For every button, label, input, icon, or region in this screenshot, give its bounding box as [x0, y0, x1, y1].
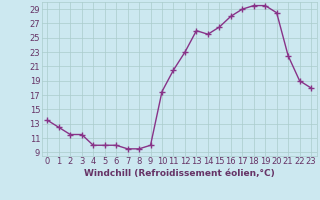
X-axis label: Windchill (Refroidissement éolien,°C): Windchill (Refroidissement éolien,°C)	[84, 169, 275, 178]
